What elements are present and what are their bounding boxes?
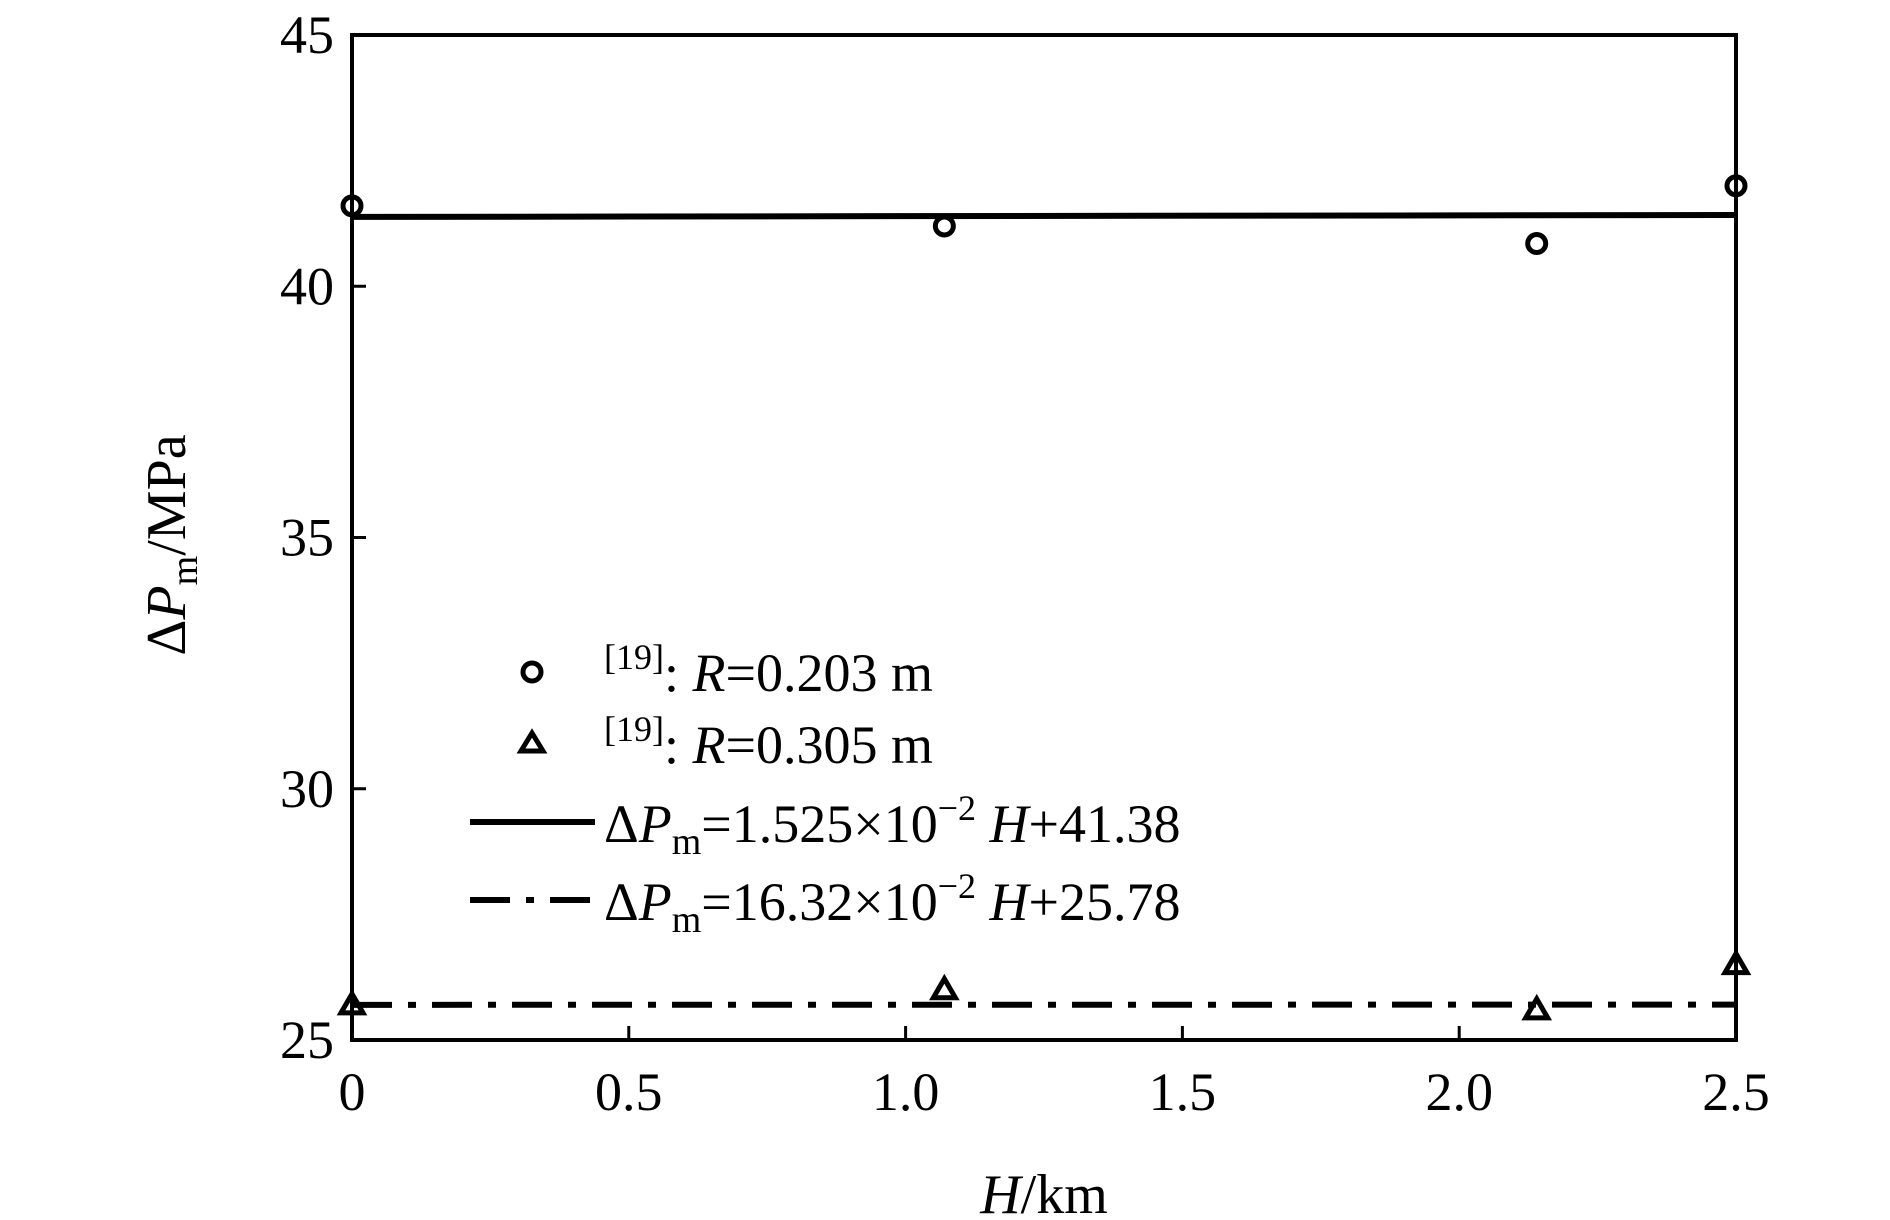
x-tick-label: 1.5 (1149, 1062, 1217, 1122)
legend-item-circle: [19]: R=0.203 m (520, 637, 933, 703)
y-tick-label: 35 (280, 508, 334, 568)
x-axis-label: H/km (979, 1164, 1108, 1220)
svg-text:[19]: R=0.305 m: [19]: R=0.305 m (604, 709, 933, 775)
x-tick-label: 0.5 (595, 1062, 663, 1122)
legend-item-triangle: [19]: R=0.305 m (516, 709, 933, 775)
svg-text:ΔPm=16.32×10−2 H+25.78: ΔPm=16.32×10−2 H+25.78 (604, 866, 1181, 941)
data-point-triangle (336, 988, 368, 1016)
x-tick-label: 2.5 (1702, 1062, 1770, 1122)
legend-circle-marker (520, 660, 544, 684)
data-point-triangle (1720, 948, 1752, 976)
x-tick-label: 2.0 (1425, 1062, 1493, 1122)
fit-lines (351, 211, 1737, 1008)
legend-ref-1: [19] (604, 637, 664, 677)
legend-fit-1-exp: −2 (938, 788, 976, 828)
legend-item-dashdot-fit: ΔPm=16.32×10−2 H+25.78 (470, 866, 1181, 941)
data-point-triangle (929, 973, 960, 1001)
axis-ticks: 0 0.5 1.0 1.5 2.0 2.5 25 30 35 40 45 (280, 5, 1770, 1122)
legend-triangle-marker (516, 728, 548, 754)
legend-fit-1-coef: =1.525×10 (701, 794, 937, 854)
fit-line-solid (351, 211, 1737, 220)
data-markers (336, 174, 1752, 1021)
data-point-circle (932, 214, 956, 238)
legend: [19]: R=0.203 m [19]: R=0.305 m ΔPm=1.52… (470, 637, 1181, 941)
legend-item-solid-fit: ΔPm=1.525×10−2 H+41.38 (470, 788, 1181, 863)
x-tick-label: 1.0 (872, 1062, 940, 1122)
y-tick-label: 30 (280, 759, 334, 819)
x-tick-label: 0 (339, 1062, 366, 1122)
data-point-circle (1525, 232, 1549, 256)
y-tick-label: 25 (280, 1010, 334, 1070)
svg-text:ΔPm=1.525×10−2 H+41.38: ΔPm=1.525×10−2 H+41.38 (604, 788, 1181, 863)
y-axis-label: ΔPm/MPa (136, 434, 206, 655)
data-point-circle (1724, 174, 1748, 198)
legend-ref-2: [19] (604, 709, 664, 749)
data-point-circle (340, 194, 364, 218)
data-point-triangle (1521, 993, 1553, 1021)
y-tick-label: 40 (280, 256, 334, 316)
y-tick-label: 45 (280, 5, 334, 65)
legend-fit-2-coef: =16.32×10 (701, 872, 937, 932)
svg-text:[19]: R=0.203 m: [19]: R=0.203 m (604, 637, 933, 703)
legend-fit-2-exp: −2 (938, 866, 976, 906)
